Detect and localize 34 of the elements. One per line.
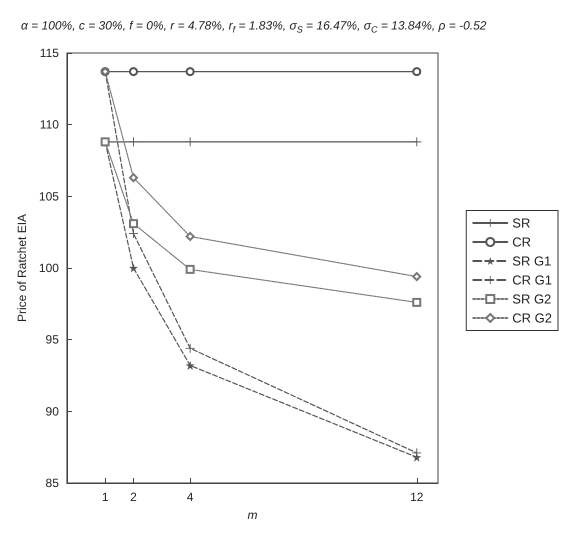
point bbox=[128, 219, 138, 228]
y-tick-label: 110 bbox=[40, 118, 60, 132]
point bbox=[412, 67, 422, 76]
legend-label: SR bbox=[512, 216, 530, 230]
y-tick-label: 95 bbox=[46, 332, 60, 347]
y-tick-label: 105 bbox=[38, 189, 60, 204]
x-tick-label: 12 bbox=[410, 490, 424, 504]
point bbox=[128, 229, 138, 238]
x-tick-label: 1 bbox=[102, 490, 109, 504]
y-tick-label: 90 bbox=[46, 404, 60, 418]
point bbox=[186, 67, 195, 76]
x-tick-label: 4 bbox=[186, 490, 194, 504]
y-tick-label: 115 bbox=[40, 46, 60, 60]
x-tick-label: 2 bbox=[130, 490, 138, 504]
point bbox=[186, 360, 195, 370]
point bbox=[128, 173, 138, 182]
y-axis-title: Price of Ratchet EIA bbox=[15, 214, 29, 322]
legend-label: SR G1 bbox=[512, 254, 552, 268]
legend-label: CR G2 bbox=[512, 310, 552, 326]
y-tick-label: 100 bbox=[38, 261, 60, 275]
point bbox=[128, 67, 138, 76]
point bbox=[186, 232, 195, 241]
legend-label: SR G2 bbox=[512, 292, 552, 306]
point bbox=[412, 272, 422, 282]
point bbox=[412, 452, 422, 462]
point bbox=[186, 137, 195, 146]
point bbox=[186, 264, 195, 274]
x-axis-title: m bbox=[247, 508, 258, 522]
point bbox=[412, 298, 422, 307]
point bbox=[128, 264, 138, 272]
legend-label: CR bbox=[512, 234, 532, 250]
y-tick-label: 85 bbox=[46, 476, 60, 490]
legend-label: CR G1 bbox=[512, 272, 552, 288]
point bbox=[128, 137, 138, 146]
